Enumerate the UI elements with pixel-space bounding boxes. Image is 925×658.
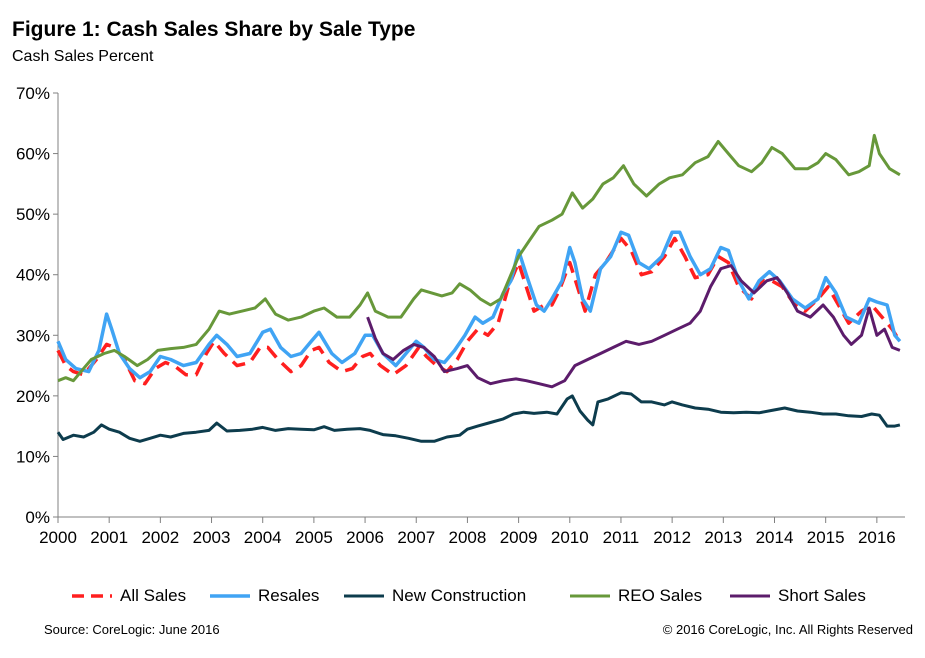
y-axis: 0% 10% 20% 30% 40% 50% 60% 70% xyxy=(16,84,59,527)
legend-item-new-construction: New Construction xyxy=(342,586,526,606)
series-lines xyxy=(56,133,902,443)
y-tick-label: 50% xyxy=(16,205,50,224)
y-tick-label: 40% xyxy=(16,266,50,285)
y-tick-label: 60% xyxy=(16,145,50,164)
x-tick-label: 2008 xyxy=(449,528,487,547)
x-tick-label: 2003 xyxy=(193,528,231,547)
x-tick-label: 2005 xyxy=(295,528,333,547)
x-tick-label: 2002 xyxy=(141,528,179,547)
x-tick-label: 2006 xyxy=(346,528,384,547)
legend-label: Resales xyxy=(258,586,320,605)
x-tick-label: 2001 xyxy=(90,528,128,547)
legend-swatch xyxy=(570,594,610,598)
legend-swatch xyxy=(210,594,250,598)
y-tick-label: 20% xyxy=(16,387,50,406)
line-chart: 0% 10% 20% 30% 40% 50% 60% 70% 2000 2001 2002 2003… xyxy=(16,84,905,547)
y-tick-label: 70% xyxy=(16,84,50,103)
legend-item-short-sales: Short Sales xyxy=(728,586,866,606)
legend-label: All Sales xyxy=(120,586,187,605)
series-line-resales xyxy=(56,230,902,380)
series-line-new-construction xyxy=(56,391,901,443)
x-tick-label: 2011 xyxy=(603,528,640,547)
legend-item-reo-sales: REO Sales xyxy=(568,586,702,606)
x-tick-label: 2013 xyxy=(704,528,742,547)
y-tick-label: 0% xyxy=(25,508,50,527)
legend-label: Short Sales xyxy=(778,586,866,605)
legend-item-all-sales: All Sales xyxy=(70,586,186,606)
series-line-reo-sales xyxy=(57,133,901,383)
x-tick-label: 2009 xyxy=(500,528,538,547)
legend-swatch xyxy=(72,594,112,598)
y-tick-label: 30% xyxy=(16,326,50,345)
x-tick-label: 2014 xyxy=(756,528,794,547)
legend-swatch xyxy=(730,594,770,598)
legend-item-resales: Resales xyxy=(208,586,319,606)
series-line-short-sales xyxy=(366,264,901,389)
legend-label: REO Sales xyxy=(618,586,703,605)
chart-subtitle: Cash Sales Percent xyxy=(12,48,154,65)
legend: All Sales Resales New Construction REO Sale… xyxy=(0,586,925,612)
x-tick-label: 2015 xyxy=(807,528,845,547)
x-tick-label: 2007 xyxy=(397,528,435,547)
x-axis: 2000 2001 2002 2003 2004 2005 2006 2007 2008 2009… xyxy=(39,516,905,547)
series-line-all-sales xyxy=(56,236,902,386)
copyright-note: © 2016 CoreLogic, Inc. All Rights Reserv… xyxy=(662,622,913,637)
chart-title: Figure 1: Cash Sales Share by Sale Type xyxy=(12,18,416,41)
source-note: Source: CoreLogic: June 2016 xyxy=(44,622,220,637)
legend-label: New Construction xyxy=(392,586,527,605)
x-tick-label: 2004 xyxy=(244,528,282,547)
y-tick-label: 10% xyxy=(16,447,50,466)
x-tick-label: 2012 xyxy=(653,528,691,547)
x-tick-label: 2000 xyxy=(39,528,77,547)
x-tick-label: 2016 xyxy=(858,528,896,547)
x-tick-label: 2010 xyxy=(551,528,589,547)
legend-swatch xyxy=(344,594,384,598)
